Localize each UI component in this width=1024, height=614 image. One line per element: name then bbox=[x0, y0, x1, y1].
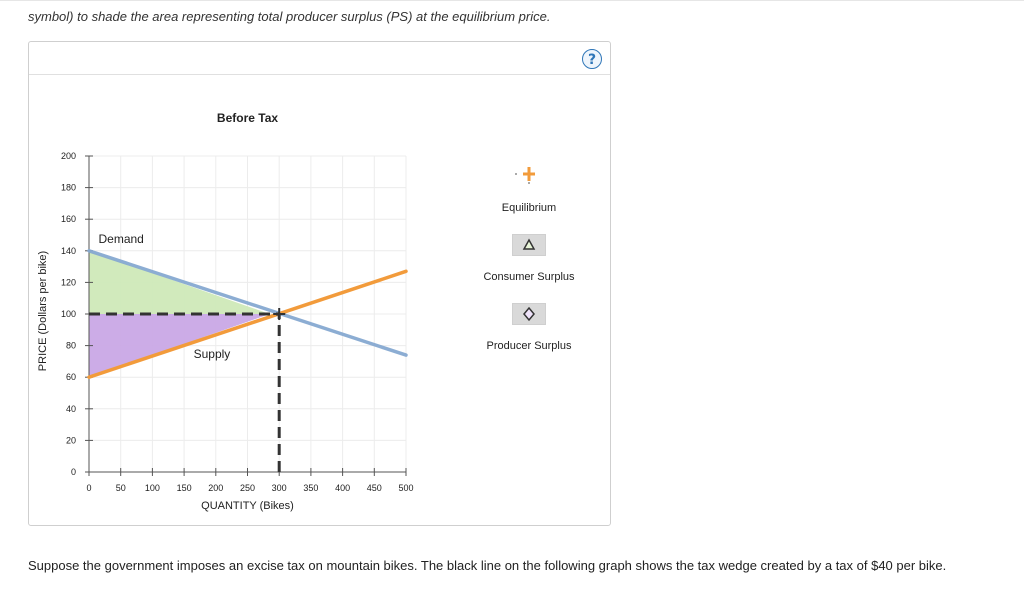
producer-surplus-button[interactable] bbox=[512, 303, 546, 325]
x-tick-label: 400 bbox=[335, 483, 350, 493]
x-axis-label: QUANTITY (Bikes) bbox=[201, 500, 294, 512]
demand-line bbox=[87, 249, 408, 357]
y-tick-label: 40 bbox=[66, 404, 76, 414]
y-tick-label: 0 bbox=[71, 467, 76, 477]
x-tick-label: 450 bbox=[367, 483, 382, 493]
x-tick-label: 300 bbox=[272, 483, 287, 493]
question-text: Suppose the government imposes an excise… bbox=[28, 558, 947, 573]
x-tick-label: 150 bbox=[177, 483, 192, 493]
x-tick-label: 250 bbox=[240, 483, 255, 493]
y-tick-label: 120 bbox=[61, 277, 76, 287]
y-tick-label: 160 bbox=[61, 214, 76, 224]
supply-line bbox=[87, 269, 408, 379]
y-tick-label: 20 bbox=[66, 435, 76, 445]
supply-label: Supply bbox=[194, 347, 231, 361]
x-tick-label: 50 bbox=[116, 483, 126, 493]
y-axis-label: PRICE (Dollars per bike) bbox=[37, 251, 49, 371]
x-tick-label: 350 bbox=[303, 483, 318, 493]
y-tick-label: 180 bbox=[61, 183, 76, 193]
diamond-icon bbox=[523, 306, 535, 322]
help-icon[interactable]: ? bbox=[582, 49, 602, 69]
equilibrium-dashes bbox=[89, 308, 286, 472]
y-tick-label: 60 bbox=[66, 372, 76, 382]
chart-lines bbox=[87, 249, 408, 379]
equilibrium-tool-label: Equilibrium bbox=[501, 202, 557, 214]
y-tick-label: 80 bbox=[66, 341, 76, 351]
triangle-icon bbox=[522, 238, 536, 250]
top-divider bbox=[0, 0, 1024, 1]
x-tick-label: 500 bbox=[398, 483, 413, 493]
producer-surplus-tool[interactable]: Producer Surplus bbox=[454, 303, 604, 352]
x-tick-label: 100 bbox=[145, 483, 160, 493]
plus-cross-icon bbox=[515, 167, 535, 184]
y-tick-label: 140 bbox=[61, 246, 76, 256]
x-tick-label: 0 bbox=[86, 483, 91, 493]
chart-labels: Before Tax QUANTITY (Bikes) PRICE (Dollars… bbox=[37, 111, 294, 512]
consumer-surplus-tool[interactable]: Consumer Surplus bbox=[454, 234, 604, 283]
equilibrium-tool[interactable]: Equilibrium bbox=[454, 162, 604, 214]
consumer-surplus-label: Consumer Surplus bbox=[483, 271, 575, 283]
panel-header: ? bbox=[29, 42, 610, 75]
supply-demand-chart: 0 20 40 60 80 100 120 140 160 180 200 0 50 100 150 200 2… bbox=[37, 111, 414, 512]
y-tick-label: 100 bbox=[61, 309, 76, 319]
chart-title: Before Tax bbox=[217, 111, 278, 125]
graph-panel: ? 0 20 40 60 80 100 120 140 160 180 200 0 50 100 150 20… bbox=[28, 41, 611, 526]
x-tick-label: 200 bbox=[208, 483, 223, 493]
y-tick-label: 200 bbox=[61, 151, 76, 161]
demand-label: Demand bbox=[99, 232, 144, 246]
consumer-surplus-button[interactable] bbox=[512, 234, 546, 256]
producer-surplus-label: Producer Surplus bbox=[486, 340, 572, 352]
chart-axes: 0 20 40 60 80 100 120 140 160 180 200 0 50 100 150 200 2… bbox=[61, 151, 414, 493]
instruction-text: symbol) to shade the area representing t… bbox=[28, 9, 551, 24]
